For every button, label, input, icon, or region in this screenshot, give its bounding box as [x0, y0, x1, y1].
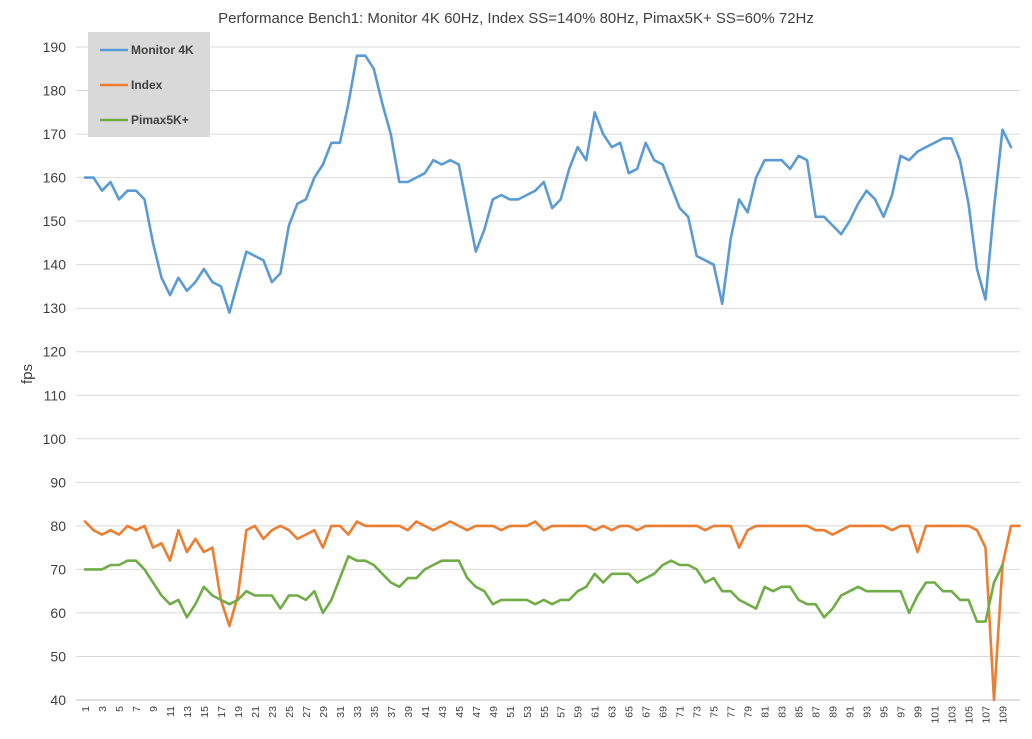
series-line-index	[83, 520, 1021, 702]
x-tick-label: 15	[199, 706, 211, 718]
x-tick-label: 97	[896, 706, 908, 718]
y-tick-label: 150	[43, 213, 67, 229]
x-tick-label: 57	[556, 706, 568, 718]
x-tick-label: 67	[641, 706, 653, 718]
x-tick-label: 29	[318, 706, 330, 718]
legend-label: Index	[131, 78, 163, 92]
x-tick-label: 53	[522, 706, 534, 718]
y-tick-label: 90	[50, 474, 66, 490]
x-tick-label: 13	[182, 706, 194, 718]
y-tick-label: 60	[50, 605, 66, 621]
x-tick-label: 105	[964, 706, 976, 724]
x-tick-label: 31	[335, 706, 347, 718]
series-lines	[83, 54, 1021, 702]
x-tick-label: 23	[267, 706, 279, 718]
x-tick-label: 81	[760, 706, 772, 718]
x-tick-label: 89	[828, 706, 840, 718]
x-tick-label: 51	[505, 706, 517, 718]
y-tick-label: 50	[50, 648, 66, 664]
y-tick-label: 70	[50, 561, 66, 577]
x-tick-label: 39	[403, 706, 415, 718]
x-tick-label: 41	[420, 706, 432, 718]
series-line-monitor-4k	[83, 54, 1013, 314]
x-tick-label: 37	[386, 706, 398, 718]
x-tick-label: 69	[658, 706, 670, 718]
x-tick-label: 7	[131, 706, 143, 712]
x-tick-label: 95	[879, 706, 891, 718]
x-tick-label: 9	[148, 706, 160, 712]
x-tick-label: 5	[114, 706, 126, 712]
y-tick-label: 130	[43, 300, 67, 316]
y-tick-label: 160	[43, 170, 67, 186]
x-tick-label: 49	[488, 706, 500, 718]
x-tick-label: 25	[284, 706, 296, 718]
x-tick-label: 85	[794, 706, 806, 718]
series-line-pimax5k-	[83, 554, 1004, 623]
y-tick-label: 120	[43, 344, 67, 360]
x-tick-label: 55	[539, 706, 551, 718]
y-axis-label: fps	[19, 364, 36, 384]
x-tick-label: 3	[97, 706, 109, 712]
x-tick-label: 109	[998, 706, 1010, 724]
x-tick-label: 33	[352, 706, 364, 718]
x-tick-label: 93	[862, 706, 874, 718]
x-tick-label: 61	[590, 706, 602, 718]
y-tick-label: 40	[50, 692, 66, 708]
x-tick-label: 27	[301, 706, 313, 718]
x-tick-label: 91	[845, 706, 857, 718]
chart-title: Performance Bench1: Monitor 4K 60Hz, Ind…	[218, 10, 814, 27]
legend-label: Monitor 4K	[131, 43, 194, 57]
x-tick-label: 107	[981, 706, 993, 724]
x-tick-label: 17	[216, 706, 228, 718]
x-tick-label: 73	[692, 706, 704, 718]
y-tick-label: 110	[44, 387, 67, 403]
x-tick-label: 77	[726, 706, 738, 718]
x-tick-label: 63	[607, 706, 619, 718]
x-tick-label: 87	[811, 706, 823, 718]
x-tick-label: 75	[709, 706, 721, 718]
axes: 40 50 60 70 80 90 100 110 120 130 140 150 160 170 180 1…	[43, 39, 1020, 724]
x-tick-label: 19	[233, 706, 245, 718]
x-tick-label: 43	[437, 706, 449, 718]
y-tick-label: 170	[43, 126, 67, 142]
x-tick-label: 79	[743, 706, 755, 718]
x-tick-label: 11	[165, 706, 177, 717]
x-tick-label: 47	[471, 706, 483, 718]
legend-label: Pimax5K+	[131, 113, 189, 127]
x-tick-label: 103	[947, 706, 959, 724]
y-tick-label: 80	[50, 518, 66, 534]
x-tick-label: 1	[80, 706, 92, 712]
x-tick-label: 65	[624, 706, 636, 718]
x-tick-label: 83	[777, 706, 789, 718]
x-tick-label: 101	[930, 706, 942, 724]
x-tick-label: 59	[573, 706, 585, 718]
x-tick-label: 21	[250, 706, 262, 718]
x-tick-label: 35	[369, 706, 381, 718]
y-tick-label: 100	[43, 431, 67, 447]
y-tick-label: 190	[43, 39, 67, 55]
y-tick-label: 180	[43, 83, 67, 99]
x-tick-label: 99	[913, 706, 925, 718]
x-tick-label: 45	[454, 706, 466, 718]
x-tick-label: 71	[675, 706, 687, 718]
legend: Monitor 4K Index Pimax5K+	[88, 32, 210, 137]
y-tick-label: 140	[43, 257, 67, 273]
